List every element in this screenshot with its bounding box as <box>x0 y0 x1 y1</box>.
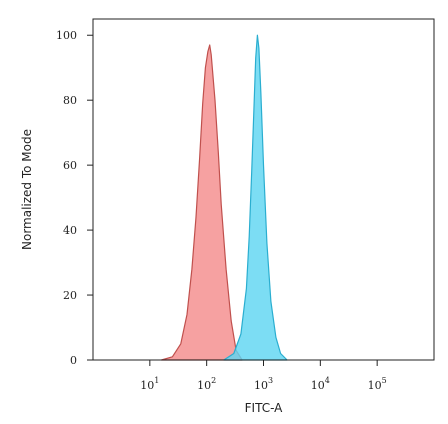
y-tick-label: 20 <box>63 289 77 302</box>
x-tick-label: 102 <box>197 376 216 392</box>
histogram-series-1 <box>160 44 243 361</box>
x-axis: 101 102 103 104 105 <box>140 360 387 392</box>
y-tick-label: 40 <box>63 224 77 237</box>
y-tick-label: 0 <box>70 354 77 367</box>
histogram-series-layer <box>160 34 288 361</box>
y-tick-label: 80 <box>63 94 77 107</box>
y-axis: 0 20 40 60 80 100 <box>56 29 93 367</box>
x-tick-label: 105 <box>368 376 387 392</box>
x-tick-label: 101 <box>140 376 159 392</box>
x-tick-label: 104 <box>311 376 330 392</box>
x-axis-title: FITC-A <box>245 401 284 415</box>
y-axis-title: Normalized To Mode <box>20 129 34 250</box>
y-tick-label: 60 <box>63 159 77 172</box>
histogram-series-2 <box>223 34 288 361</box>
y-tick-label: 100 <box>56 29 77 42</box>
x-tick-label: 103 <box>254 376 273 392</box>
